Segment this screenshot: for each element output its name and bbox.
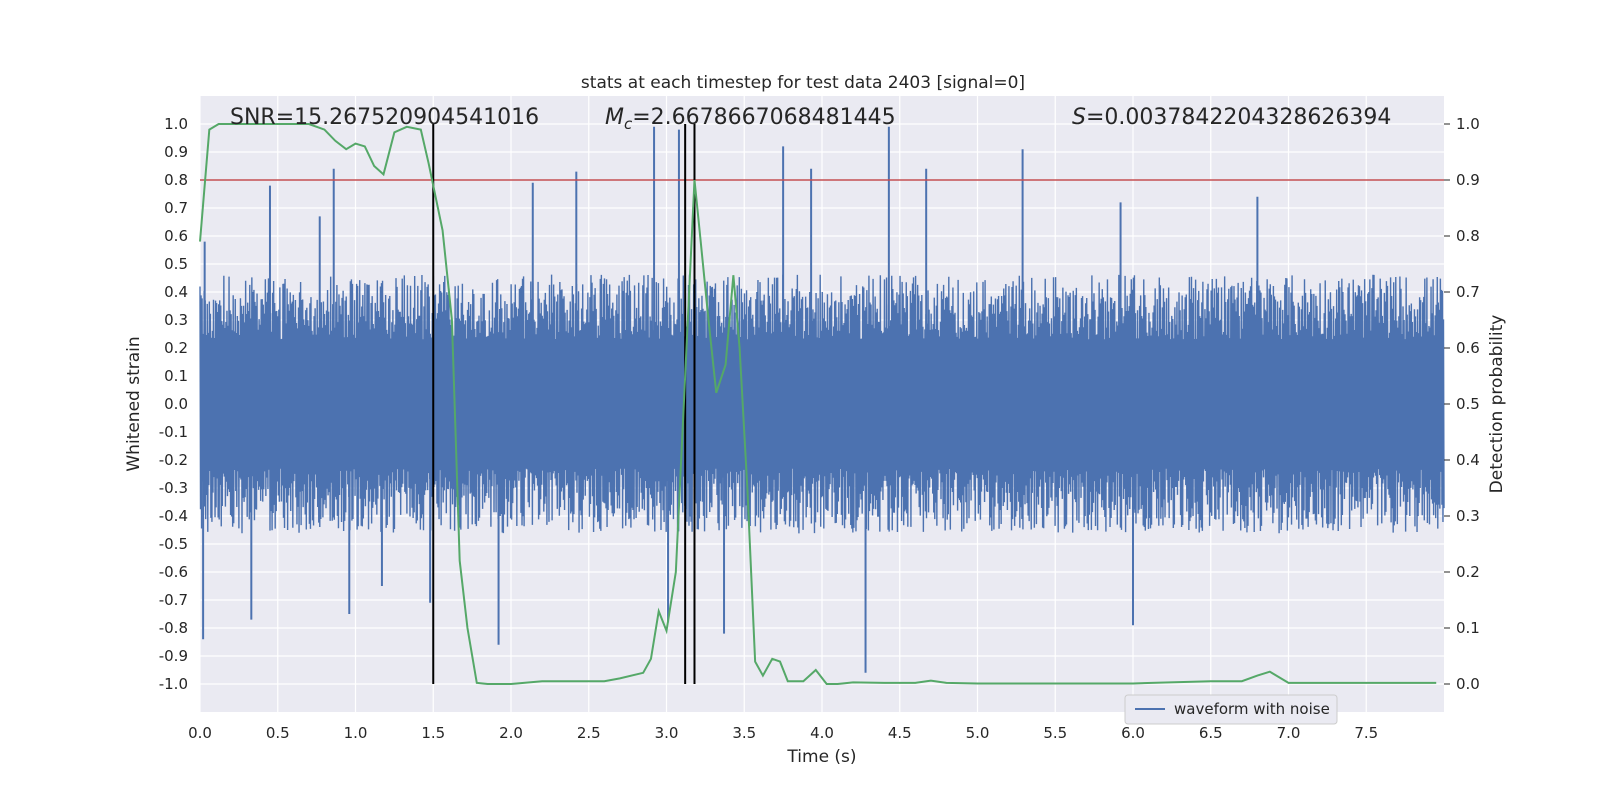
y2-tick-label: 0.0 [1456, 675, 1480, 693]
x-tick-label: 5.5 [1043, 724, 1067, 742]
detection-probability-line [199, 123, 1437, 685]
y-tick-label: -0.4 [159, 507, 188, 525]
s-symbol: S [1072, 105, 1086, 130]
x-tick-label: 2.5 [577, 724, 601, 742]
y2-tick-label: 1.0 [1456, 115, 1480, 133]
legend-box [1124, 694, 1338, 725]
y-tick-label: -0.2 [159, 451, 188, 469]
y-tick-label: -0.9 [159, 647, 188, 665]
waveform-line [199, 274, 1445, 534]
x-tick-label: 1.0 [344, 724, 368, 742]
y2-tick-label: 0.7 [1456, 283, 1480, 301]
x-tick-label: 3.0 [655, 724, 679, 742]
y-tick-label: -0.6 [159, 563, 188, 581]
mc-value: =2.6678667068481445 [632, 105, 895, 130]
mc-annotation: Mc=2.6678667068481445 [605, 105, 896, 133]
y-tick-label: -0.5 [159, 535, 188, 553]
x-tick-label: 0.5 [266, 724, 290, 742]
y2-tick-label: 0.4 [1456, 451, 1480, 469]
y2-tick-label: 0.8 [1456, 227, 1480, 245]
y-tick-label: 0.2 [164, 339, 188, 357]
snr-annotation: SNR=15.267520904541016 [230, 105, 539, 130]
y-tick-label: -1.0 [159, 675, 188, 693]
x-tick-label: 1.5 [421, 724, 445, 742]
y2-tick-label: 0.2 [1456, 563, 1480, 581]
y2-tick-label: 0.1 [1456, 619, 1480, 637]
y-tick-label: -0.8 [159, 619, 188, 637]
overlay-layer [199, 123, 1444, 685]
y-tick-label: -0.7 [159, 591, 188, 609]
y-tick-label: 0.5 [164, 255, 188, 273]
y-tick-label: 0.3 [164, 311, 188, 329]
chart-title: stats at each timestep for test data 240… [581, 73, 1025, 93]
y-tick-label: 0.8 [164, 171, 188, 189]
x-tick-label: 5.0 [966, 724, 990, 742]
x-tick-label: 7.5 [1354, 724, 1378, 742]
y-tick-label: 1.0 [164, 115, 188, 133]
x-tick-label: 2.0 [499, 724, 523, 742]
y-tick-label: -0.1 [159, 423, 188, 441]
x-tick-label: 6.5 [1199, 724, 1223, 742]
y-tick-label: 0.1 [164, 367, 188, 385]
mc-subscript: c [624, 115, 633, 133]
y2-axis-label: Detection probability [1487, 315, 1507, 494]
x-tick-label: 4.0 [810, 724, 834, 742]
y-tick-label: 0.9 [164, 143, 188, 161]
y-tick-label: 0.7 [164, 199, 188, 217]
mc-symbol: M [605, 105, 624, 130]
x-tick-label: 6.0 [1121, 724, 1145, 742]
y2-tick-label: 0.6 [1456, 339, 1480, 357]
y-tick-label: -0.3 [159, 479, 188, 497]
s-annotation: S=0.0037842204328626394 [1072, 105, 1391, 130]
x-tick-label: 4.5 [888, 724, 912, 742]
legend: waveform with noise [1124, 694, 1338, 725]
x-axis-label: Time (s) [786, 747, 856, 767]
legend-label: waveform with noise [1174, 700, 1330, 718]
x-tick-label: 0.0 [188, 724, 212, 742]
x-tick-label: 7.0 [1277, 724, 1301, 742]
y-tick-label: 0.0 [164, 395, 188, 413]
y2-tick-label: 0.9 [1456, 171, 1480, 189]
y-axis-label: Whitened strain [124, 336, 144, 471]
waveform-series [199, 126, 1445, 673]
x-tick-label: 3.5 [732, 724, 756, 742]
y-tick-label: 0.4 [164, 283, 188, 301]
tick-labels: 0.0 0.5 1.0 1.5 2.0 2.5 3.0 3.5 4.0 4.5 5.0 5.5 6.0 6… [159, 115, 1480, 742]
y-tick-label: 0.6 [164, 227, 188, 245]
y2-tick-label: 0.3 [1456, 507, 1480, 525]
s-value: =0.0037842204328626394 [1086, 105, 1391, 130]
y2-tick-label: 0.5 [1456, 395, 1480, 413]
